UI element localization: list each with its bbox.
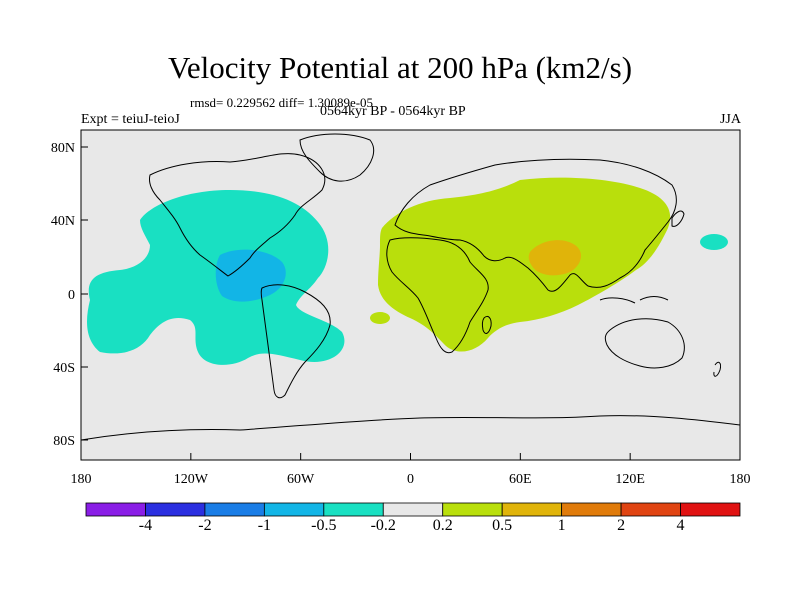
y-tick-label: 40N — [51, 214, 75, 229]
coastlines — [81, 133, 740, 441]
experiment-label: Expt = teiuJ-teioJ — [81, 112, 180, 127]
stats-label: rmsd= 0.229562 diff= 1.30089e-05 — [190, 95, 374, 110]
colorbar-swatch — [263, 502, 325, 517]
colorbar-label: -2 — [198, 517, 212, 534]
colorbar-swatch — [382, 502, 444, 517]
map-title: Velocity Potential at 200 hPa (km2/s) — [167, 50, 633, 85]
positive-anomaly-small — [370, 312, 390, 324]
colorbar-swatch — [501, 502, 563, 517]
colorbar-label: 0.2 — [432, 517, 453, 534]
period-label: 0564kyr BP - 0564kyr BP — [320, 104, 466, 119]
colorbar-swatch — [442, 502, 503, 517]
colorbar-swatch — [85, 502, 146, 517]
colorbar-label: -1 — [257, 517, 272, 534]
x-tick-label: 180 — [71, 472, 92, 487]
y-tick-label: 0 — [68, 288, 75, 303]
y-axis: 80N 40N 0 40S 80S — [51, 141, 88, 449]
colorbar-swatch — [620, 502, 681, 517]
x-tick-label: 0 — [407, 472, 414, 487]
x-tick-label: 120E — [615, 472, 645, 487]
negative-anomaly-region — [87, 190, 345, 365]
x-axis: 180 120W 60W 0 60E 120E 180 — [71, 453, 751, 487]
y-tick-label: 80N — [51, 141, 75, 156]
colorbar-swatch — [561, 502, 622, 517]
season-label: JJA — [719, 112, 741, 127]
colorbar-label: 4 — [676, 517, 685, 534]
colorbar-label: -0.2 — [370, 517, 396, 534]
colorbar-swatch — [680, 502, 741, 517]
x-tick-label: 180 — [730, 472, 751, 487]
colorbar-label: 2 — [617, 517, 626, 534]
colorbar-label: -4 — [138, 517, 153, 534]
colorbar-swatch — [145, 502, 206, 517]
y-tick-label: 40S — [53, 361, 75, 376]
x-tick-label: 60E — [509, 472, 532, 487]
negative-anomaly-pacific — [700, 234, 728, 250]
x-tick-label: 60W — [287, 472, 315, 487]
positive-anomaly-core — [528, 240, 582, 276]
y-tick-label: 80S — [53, 434, 75, 449]
colorbar-swatch — [204, 502, 265, 517]
colorbar-label: -0.5 — [311, 517, 337, 534]
colorbar — [85, 502, 741, 517]
colorbar-label: 1 — [557, 517, 566, 534]
colorbar-swatch — [323, 502, 384, 517]
negative-anomaly-core — [215, 249, 286, 302]
x-tick-label: 120W — [174, 472, 209, 487]
colorbar-label: 0.5 — [492, 517, 513, 534]
